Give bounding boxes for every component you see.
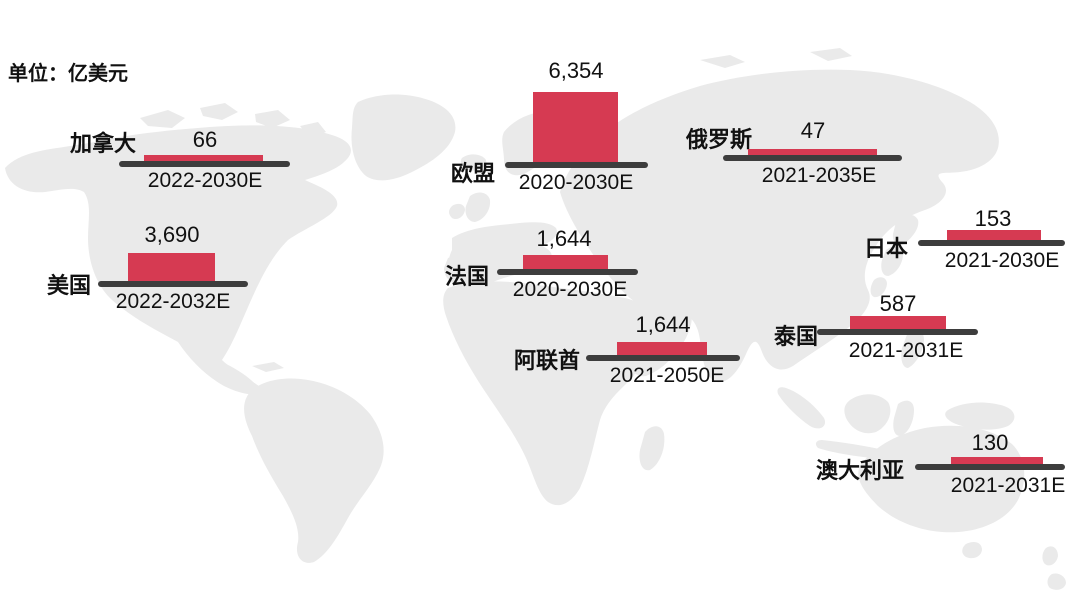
baseline — [918, 240, 1065, 246]
bar — [617, 342, 707, 356]
value-label: 3,690 — [144, 222, 200, 247]
country-label: 泰国 — [774, 324, 819, 349]
british-isles — [449, 192, 491, 222]
tasmania — [962, 542, 982, 559]
siberian-islands — [700, 48, 852, 68]
country-label: 日本 — [864, 236, 909, 261]
period-label: 2021-2035E — [761, 164, 877, 187]
value-label: 130 — [971, 430, 1009, 455]
value-label: 47 — [800, 118, 826, 143]
baseline — [98, 281, 248, 287]
country-label: 加拿大 — [70, 131, 137, 156]
bar — [523, 255, 608, 270]
continent-south-america — [244, 378, 384, 563]
bar — [947, 230, 1041, 241]
bar — [850, 316, 946, 330]
period-label: 2020-2030E — [518, 171, 634, 194]
bar — [144, 155, 263, 162]
greenland — [351, 94, 456, 181]
bar — [951, 457, 1043, 465]
country-label: 阿联酋 — [514, 348, 581, 373]
iceland — [460, 154, 487, 171]
period-label: 2021-2030E — [944, 249, 1060, 272]
baseline — [505, 162, 648, 168]
value-label: 153 — [974, 206, 1012, 231]
new-zealand — [1042, 546, 1066, 590]
philippines — [901, 329, 924, 368]
country-label: 俄罗斯 — [686, 127, 753, 152]
bar — [128, 253, 215, 282]
continent-australia — [858, 425, 1025, 533]
value-label: 66 — [192, 127, 218, 152]
arctic-islands — [140, 103, 326, 138]
unit-label: 单位：亿美元 — [8, 63, 128, 85]
bar — [748, 149, 877, 156]
baseline — [723, 155, 902, 161]
baseline — [915, 464, 1065, 470]
japan-islands — [870, 214, 919, 298]
baseline — [497, 269, 638, 275]
baseline — [817, 329, 978, 335]
period-label: 2021-2031E — [950, 474, 1066, 497]
continent-africa — [443, 281, 657, 506]
value-label: 587 — [879, 291, 917, 316]
baseline — [119, 161, 290, 167]
country-label: 澳大利亚 — [816, 458, 905, 483]
period-label: 2021-2031E — [848, 339, 964, 362]
baseline — [586, 355, 740, 361]
period-label: 2022-2030E — [147, 169, 263, 192]
value-label: 1,644 — [635, 312, 691, 337]
kamchatka — [945, 125, 974, 170]
central-america — [214, 362, 284, 394]
indonesia-islands — [777, 387, 914, 459]
country-label: 法国 — [445, 264, 490, 289]
country-label: 美国 — [47, 273, 92, 298]
period-label: 2021-2050E — [609, 364, 725, 387]
bar — [533, 92, 618, 163]
value-label: 1,644 — [536, 226, 592, 251]
period-label: 2022-2032E — [115, 290, 231, 313]
country-label: 欧盟 — [451, 161, 496, 186]
value-label: 6,354 — [548, 58, 604, 83]
new-guinea — [945, 402, 1015, 430]
period-label: 2020-2030E — [512, 278, 628, 301]
madagascar — [639, 426, 665, 471]
